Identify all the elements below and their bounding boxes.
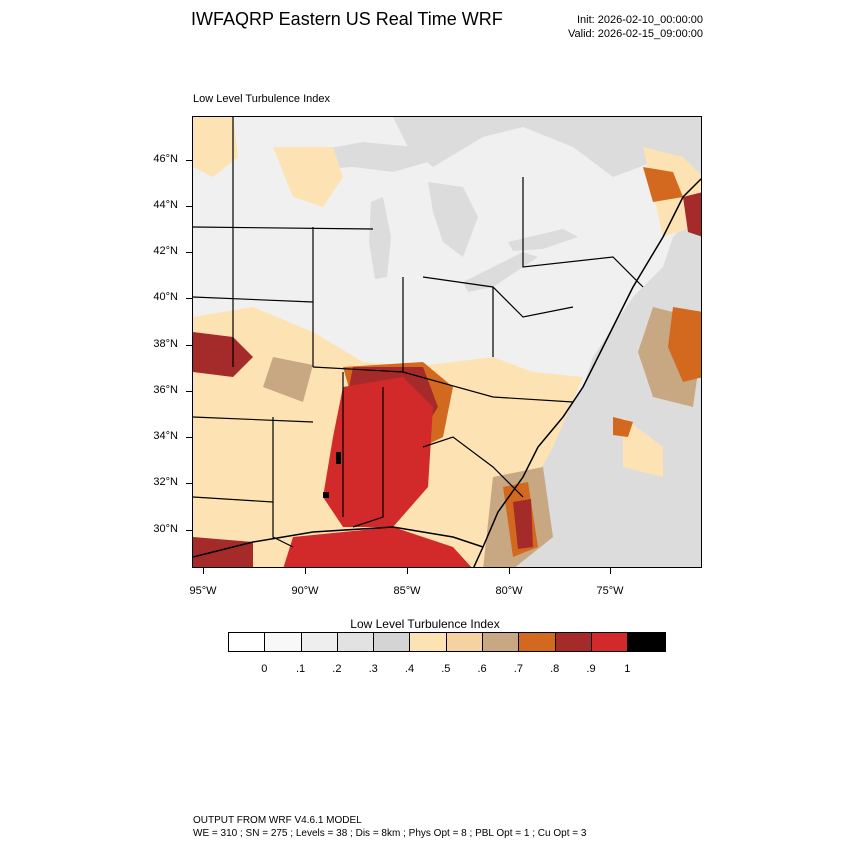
colorbar-cell — [301, 633, 338, 651]
lon-label: 95°W — [189, 585, 217, 597]
lat-tick — [186, 252, 192, 253]
colorbar-cell — [519, 633, 556, 651]
lon-tick — [610, 568, 611, 574]
lon-label: 80°W — [495, 585, 523, 597]
lat-label: 38°N — [153, 338, 178, 350]
colorbar — [228, 632, 666, 652]
lat-label: 32°N — [153, 476, 178, 488]
lat-tick — [186, 391, 192, 392]
colorbar-cell — [337, 633, 375, 651]
lon-tick — [203, 568, 204, 574]
lon-label: 90°W — [291, 585, 319, 597]
lon-label: 85°W — [393, 585, 421, 597]
zone-red — [283, 377, 472, 567]
lon-tick — [407, 568, 408, 574]
colorbar-cell — [446, 633, 484, 651]
colorbar-cell — [374, 633, 411, 651]
map-svg — [193, 117, 701, 567]
lake-michigan — [369, 197, 391, 279]
colorbar-label: .1 — [296, 663, 306, 675]
lat-tick — [186, 530, 192, 531]
valid-time: Valid: 2026-02-15_09:00:00 — [568, 28, 703, 40]
lat-label: 34°N — [153, 430, 178, 442]
colorbar-cell — [265, 633, 302, 651]
colorbar-label: .9 — [586, 663, 596, 675]
lake-erie — [463, 252, 538, 292]
colorbar-title: Low Level Turbulence Index — [350, 617, 500, 631]
lat-label: 36°N — [153, 384, 178, 396]
init-time: Init: 2026-02-10_00:00:00 — [577, 14, 703, 26]
lat-label: 44°N — [153, 199, 178, 211]
colorbar-label: .8 — [550, 663, 560, 675]
lat-label: 30°N — [153, 523, 178, 535]
lat-tick — [186, 437, 192, 438]
coastline — [473, 177, 701, 567]
lat-tick — [186, 483, 192, 484]
footer-model: OUTPUT FROM WRF V4.6.1 MODEL — [193, 815, 362, 826]
colorbar-label: .7 — [513, 663, 523, 675]
colorbar-label: 0 — [261, 663, 268, 675]
colorbar-cell — [591, 633, 629, 651]
page-title: IWFAQRP Eastern US Real Time WRF — [191, 9, 503, 29]
zone-black — [323, 452, 341, 498]
colorbar-label: .6 — [477, 663, 487, 675]
lat-tick — [186, 298, 192, 299]
lat-label: 40°N — [153, 291, 178, 303]
map-subtitle: Low Level Turbulence Index — [193, 93, 330, 105]
lat-label: 46°N — [153, 153, 178, 165]
lake-ontario — [508, 229, 578, 251]
lon-tick — [509, 568, 510, 574]
time-info: Init: 2026-02-10_00:00:00 Valid: 2026-02… — [568, 13, 703, 41]
colorbar-label: 1 — [624, 663, 631, 675]
colorbar-cell — [483, 633, 520, 651]
lat-tick — [186, 206, 192, 207]
colorbar-label: .3 — [368, 663, 378, 675]
lat-tick — [186, 345, 192, 346]
lon-label: 75°W — [596, 585, 624, 597]
lake-huron — [428, 182, 478, 257]
footer-settings: WE = 310 ; SN = 275 ; Levels = 38 ; Dis … — [193, 828, 587, 839]
colorbar-label: .2 — [332, 663, 342, 675]
colorbar-cell — [229, 633, 266, 651]
lon-tick — [305, 568, 306, 574]
colorbar-cell — [628, 633, 665, 651]
colorbar-label: .4 — [404, 663, 415, 675]
colorbar-label: .5 — [441, 663, 451, 675]
lat-tick — [186, 160, 192, 161]
map-plot — [192, 116, 702, 568]
state-boundaries — [193, 117, 644, 548]
colorbar-cell — [555, 633, 592, 651]
lat-label: 42°N — [153, 245, 178, 257]
gulf-coast — [193, 526, 484, 558]
colorbar-cell — [410, 633, 447, 651]
